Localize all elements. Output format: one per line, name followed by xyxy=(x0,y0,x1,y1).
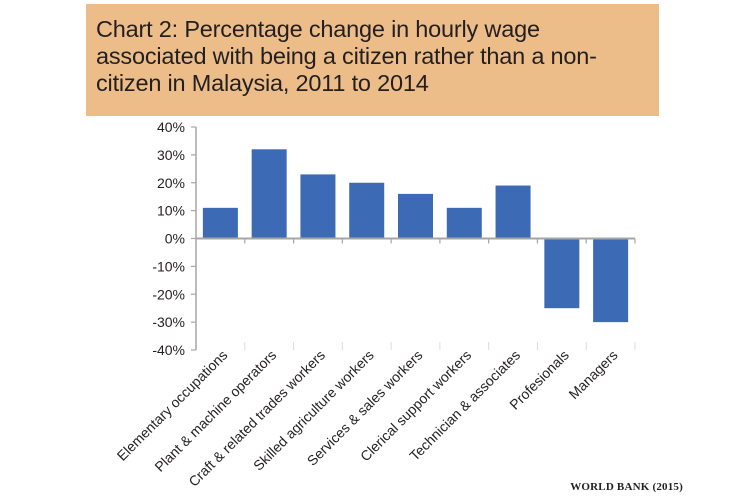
bar xyxy=(251,149,287,239)
y-tick-label: 0% xyxy=(165,231,185,247)
bar xyxy=(544,238,580,309)
bar xyxy=(300,174,336,239)
bar xyxy=(202,207,238,239)
y-tick-label: 20% xyxy=(157,175,185,191)
bar xyxy=(495,185,531,239)
chart-title-banner: Chart 2: Percentage change in hourly wag… xyxy=(86,4,659,116)
bar xyxy=(349,182,385,239)
bar xyxy=(593,238,629,323)
source-credit: WORLD BANK (2015) xyxy=(570,481,683,493)
x-category-label: Managers xyxy=(565,347,620,402)
chart-title: Chart 2: Percentage change in hourly wag… xyxy=(96,16,597,96)
y-tick-label: 30% xyxy=(157,147,185,163)
bar xyxy=(446,207,482,239)
y-tick-label: -20% xyxy=(152,286,185,302)
bar xyxy=(398,193,433,239)
y-tick-label: 40% xyxy=(157,119,185,135)
y-tick-label: -40% xyxy=(152,342,185,358)
y-tick-label: -30% xyxy=(152,314,185,330)
y-tick-label: 10% xyxy=(157,203,185,219)
y-tick-label: -10% xyxy=(152,258,185,274)
